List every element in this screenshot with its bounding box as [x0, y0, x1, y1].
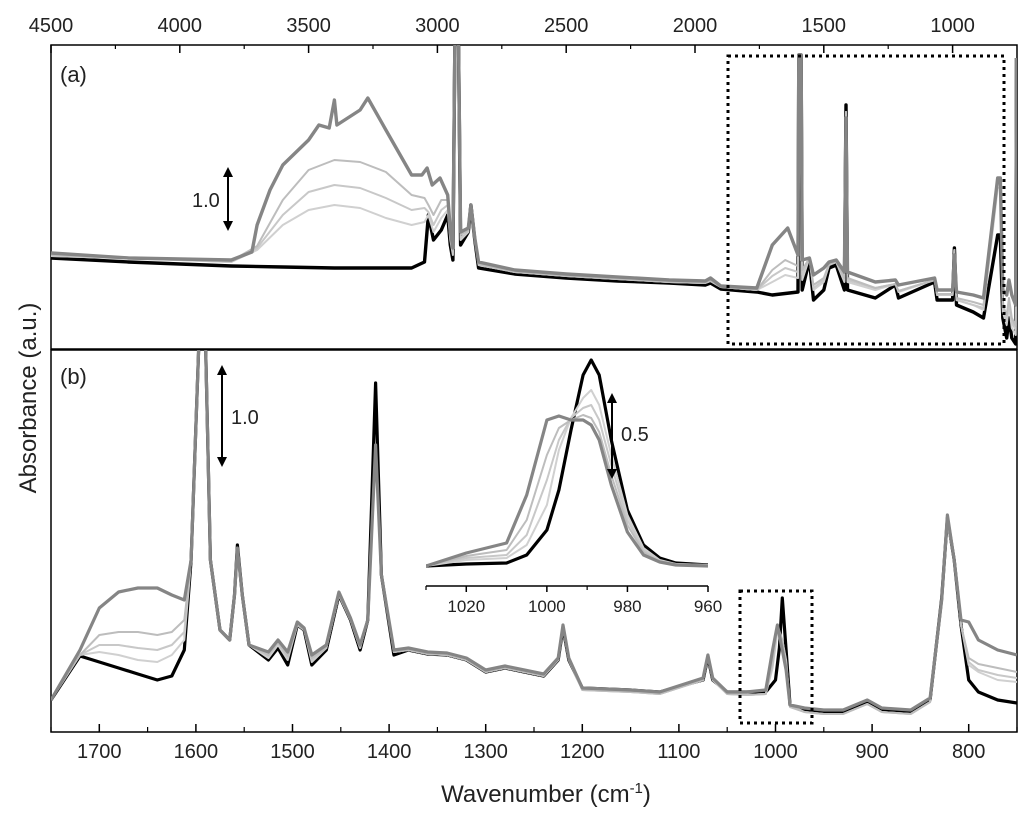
inset-tick-label: 1020 — [447, 597, 485, 616]
panel-a-series — [51, 45, 1017, 346]
series-line-0-0 — [51, 45, 1017, 346]
panel-b-series — [51, 350, 1017, 715]
top-tick-label: 4500 — [29, 15, 74, 37]
panel-a: 4500 4000 3500 3000 2500 2000 1500 1000 (a) 1.0 — [29, 15, 1018, 350]
bottom-tick-label: 1600 — [174, 741, 219, 763]
inset-tick-label: 980 — [613, 597, 641, 616]
bottom-tick-label: 1700 — [77, 741, 122, 763]
top-tick-label: 2500 — [544, 15, 589, 37]
top-x-axis: 4500 4000 3500 3000 2500 2000 1500 1000 — [29, 15, 975, 53]
bottom-tick-label: 1100 — [657, 741, 700, 763]
inset-tick-label: 1000 — [528, 597, 566, 616]
inset-scale-label: 0.5 — [621, 424, 649, 446]
series-line-0-3 — [51, 45, 1017, 327]
top-tick-label: 3000 — [415, 15, 460, 37]
inset-series — [426, 358, 708, 568]
series-line-0-1 — [51, 45, 1017, 336]
panel-a-zoom-box — [726, 54, 1006, 346]
series-line-2-4 — [426, 414, 708, 568]
top-tick-label: 1500 — [802, 15, 847, 37]
panel-a-label: (a) — [60, 62, 87, 87]
bottom-tick-label: 800 — [952, 741, 985, 763]
series-line-2-0 — [426, 358, 708, 568]
y-axis-title: Absorbance (a.u.) — [15, 303, 42, 494]
bottom-tick-label: 900 — [855, 741, 888, 763]
bottom-tick-label: 1000 — [753, 741, 798, 763]
top-tick-label: 1000 — [930, 15, 975, 37]
series-line-1-4 — [51, 350, 1017, 712]
bottom-x-axis: 1700 1600 1500 1400 1300 1200 1100 1000 900 800 — [50, 724, 1018, 763]
bottom-tick-label: 1500 — [270, 741, 315, 763]
top-tick-label: 3500 — [286, 15, 331, 37]
panel-b-label: (b) — [60, 364, 87, 389]
bottom-tick-label: 1300 — [463, 741, 508, 763]
panel-a-scale-label: 1.0 — [192, 190, 220, 212]
bottom-tick-label: 1400 — [367, 741, 412, 763]
panel-b-zoom-box — [738, 589, 814, 725]
series-line-2-2 — [426, 404, 708, 567]
panel-b: 1700 1600 1500 1400 1300 1200 1100 1000 900 800 (… — [50, 349, 1018, 763]
top-tick-label: 4000 — [158, 15, 203, 37]
top-tick-label: 2000 — [673, 15, 718, 37]
series-line-2-3 — [426, 414, 708, 567]
bottom-tick-label: 1200 — [560, 741, 605, 763]
series-line-2-1 — [426, 389, 708, 567]
inset-tick-label: 960 — [694, 597, 722, 616]
inset-x-axis: 1020 1000 980 960 — [425, 586, 722, 616]
inset: 1020 1000 980 960 0.5 — [425, 358, 722, 616]
panel-b-scale-label: 1.0 — [231, 407, 259, 429]
x-axis-title: Wavenumber (cm-1) — [441, 780, 651, 808]
series-line-0-4 — [51, 45, 1017, 307]
